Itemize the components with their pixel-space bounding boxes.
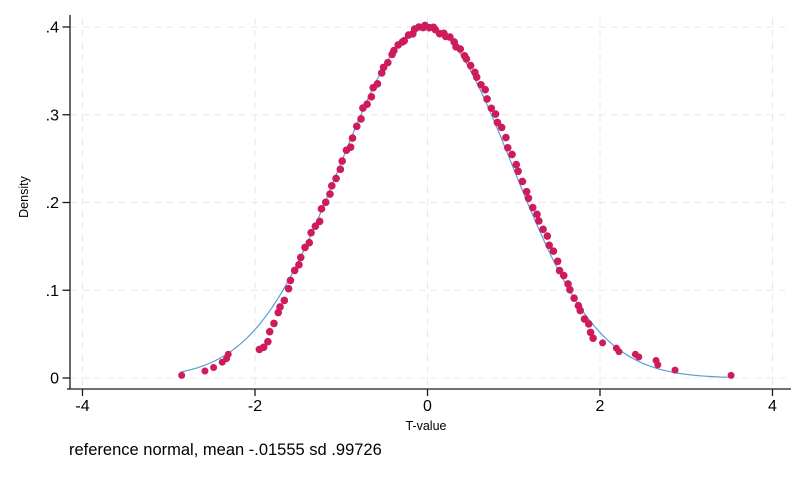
density-dot [512,160,521,169]
figure-caption: reference normal, mean -.01555 sd .99726 [69,441,382,459]
density-dot [384,58,392,67]
density-dot [296,253,305,262]
density-dot [466,61,475,70]
density-dot [178,371,186,379]
density-dot [566,285,574,294]
density-dot [201,367,209,375]
y-tick-label: .4 [46,20,59,37]
density-dot [522,187,531,196]
density-dot [259,343,268,352]
density-dot [518,177,527,186]
density-dot [326,190,334,198]
x-tick-label: -4 [75,398,89,415]
density-dot [555,266,564,275]
density-dot [224,350,232,358]
density-dot [264,337,272,346]
x-tick-label: -2 [248,398,262,415]
density-dot [553,257,562,266]
density-dot [535,217,543,225]
density-dot [599,339,607,347]
y-tick-label: .3 [46,107,59,124]
density-dot [487,104,496,113]
density-dot [276,303,284,311]
density-dot [559,271,568,280]
density-dot [270,319,278,328]
density-dot [502,133,510,142]
density-dot [328,182,336,190]
kdensity-dots [178,21,735,379]
density-dot [514,167,522,176]
density-dot [280,296,289,305]
density-dot [305,238,314,247]
density-dot [363,100,371,109]
density-dot [352,122,361,131]
density-dot [446,33,454,41]
density-dot [580,315,589,323]
density-dot [584,320,593,328]
density-dot [265,327,274,336]
density-dot [373,80,382,88]
density-dot [576,306,585,315]
density-dot [508,150,516,159]
density-dot [477,80,485,89]
x-tick-label: 2 [596,398,605,415]
density-dot [564,280,572,288]
density-dot [346,143,355,152]
x-tick-label: 4 [768,398,777,415]
x-axis-title: T-value [405,419,447,433]
density-dot [493,118,502,127]
density-dot [503,143,512,152]
density-dot [462,55,471,63]
density-dot [338,157,346,165]
density-dot [315,217,324,226]
density-dot [332,174,340,183]
density-dot [481,85,490,94]
density-dot [543,232,552,240]
density-dot [589,334,597,342]
density-dot [533,210,541,219]
density-dot [545,241,553,250]
density-dot [367,93,376,101]
y-axis-title: Density [17,176,31,218]
density-dot [524,194,533,203]
density-dot [295,261,303,269]
density-dot [336,165,345,174]
density-dot [290,266,299,275]
density-dot [286,276,295,285]
density-dot [472,73,481,81]
gridlines [70,18,790,388]
density-dot [390,46,398,55]
density-dot [284,284,293,293]
density-dot [586,328,595,337]
density-dot [654,361,662,369]
density-dot [528,203,537,212]
density-dot [307,228,315,237]
density-dot [491,110,500,118]
density-dot [210,363,218,371]
density-dot [539,225,547,234]
density-dot [357,115,365,123]
density-dot [456,45,465,53]
axes: 0 .1 .2 .3 .4 -4 -2 0 2 4 [46,15,791,415]
y-tick-label: 0 [50,371,59,388]
density-dot [727,371,735,379]
density-dot [321,198,330,207]
y-tick-label: .1 [46,283,59,300]
density-dot [400,36,409,45]
y-tick-label: .2 [46,195,59,212]
density-dot [497,123,506,132]
density-dot [348,134,357,142]
density-dot [671,366,679,374]
density-dot [549,247,558,255]
density-dot [317,205,326,213]
density-dot [615,348,623,356]
x-tick-label: 0 [423,398,432,415]
density-dot [483,95,491,103]
density-dot [635,353,643,361]
density-dot [570,294,578,302]
